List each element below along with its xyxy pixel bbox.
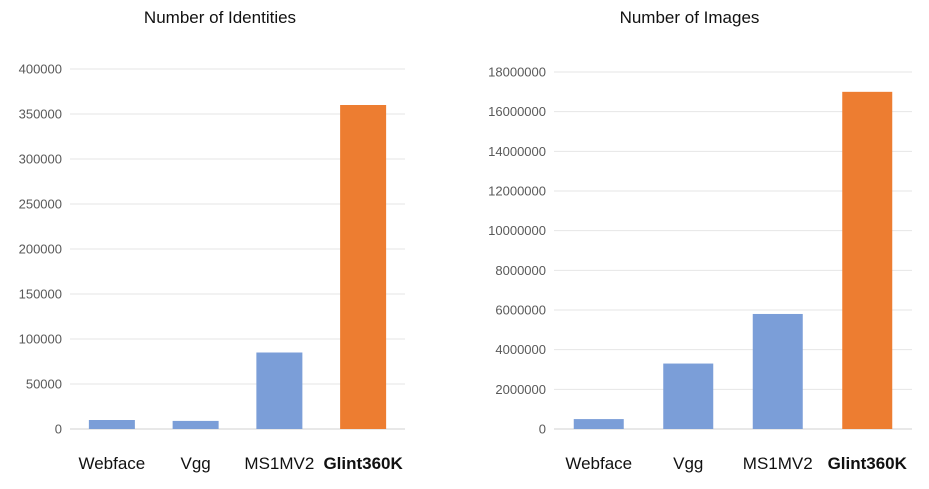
x-category-label: Webface xyxy=(565,454,632,473)
identities-chart-panel: Number of Identities 0 50000 100000 150000 2… xyxy=(0,0,440,489)
images-bar-chart: 0 2000000 4000000 6000000 8000000 10000000 120… xyxy=(488,65,912,473)
y-tick-label: 350000 xyxy=(19,107,62,122)
x-category-label: Glint360K xyxy=(323,454,403,473)
y-tick-label: 14000000 xyxy=(488,144,546,159)
y-tick-label: 300000 xyxy=(19,152,62,167)
bar-vgg xyxy=(172,420,219,429)
bar-webface xyxy=(88,420,135,429)
x-category-label: Vgg xyxy=(181,454,211,473)
x-category-label: MS1MV2 xyxy=(743,454,813,473)
y-tick-label: 16000000 xyxy=(488,104,546,119)
y-tick-label: 4000000 xyxy=(495,342,546,357)
chart-title: Number of Identities xyxy=(143,8,297,27)
y-tick-label: 0 xyxy=(55,422,62,437)
y-tick-label: 0 xyxy=(539,422,546,437)
y-tick-label: 18000000 xyxy=(488,65,546,80)
bar-vgg xyxy=(663,363,714,429)
y-tick-label: 8000000 xyxy=(495,263,546,278)
x-category-label: Vgg xyxy=(673,454,703,473)
y-tick-label: 200000 xyxy=(19,242,62,257)
bar-glint360k xyxy=(842,91,893,429)
bar-glint360k xyxy=(340,105,387,429)
bar-ms1mv2 xyxy=(752,313,803,429)
bar-ms1mv2 xyxy=(256,352,303,429)
x-category-label: Glint360K xyxy=(828,454,908,473)
y-tick-label: 100000 xyxy=(19,332,62,347)
y-tick-label: 150000 xyxy=(19,287,62,302)
bar-webface xyxy=(573,419,624,429)
x-category-label: MS1MV2 xyxy=(244,454,314,473)
y-tick-label: 6000000 xyxy=(495,303,546,318)
images-chart-panel: Number of Images 0 2000000 4000000 6000000 8… xyxy=(450,0,929,489)
y-tick-label: 12000000 xyxy=(488,184,546,199)
identities-bar-chart: 0 50000 100000 150000 200000 250000 300000 3500… xyxy=(19,62,405,473)
y-tick-label: 10000000 xyxy=(488,223,546,238)
y-tick-label: 250000 xyxy=(19,197,62,212)
x-category-label: Webface xyxy=(78,454,145,473)
y-tick-label: 2000000 xyxy=(495,382,546,397)
y-tick-label: 400000 xyxy=(19,62,62,77)
y-tick-label: 50000 xyxy=(26,377,62,392)
chart-title: Number of Images xyxy=(619,8,760,27)
